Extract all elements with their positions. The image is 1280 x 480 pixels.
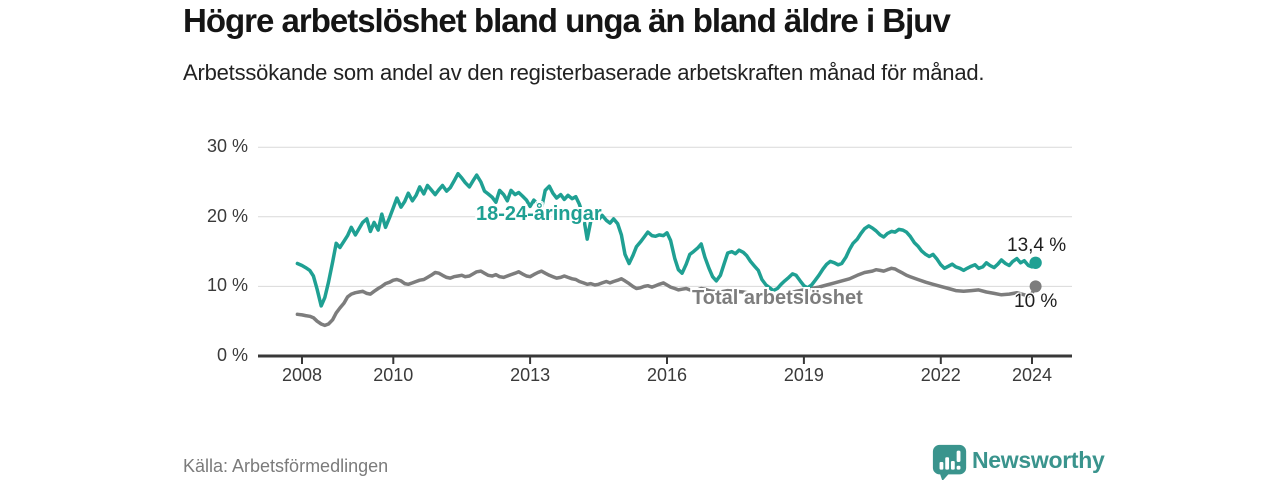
chart-title: Högre arbetslöshet bland unga än bland ä… — [183, 2, 951, 39]
y-axis-tick-label: 0 % — [216, 345, 248, 365]
total-series-label: Total arbetslöshet — [692, 287, 863, 309]
x-axis-tick-label: 2016 — [646, 365, 688, 385]
y-axis-tick-label: 30 % — [206, 136, 248, 157]
x-axis-tick-label: 2010 — [373, 365, 414, 385]
x-axis-tick-label: 2019 — [783, 365, 824, 385]
newsworthy-logo: Newsworthy — [931, 443, 1105, 480]
x-axis-tick-label: 2024 — [1011, 365, 1053, 385]
youth-end-value-label: 13,4 % — [1007, 235, 1067, 256]
x-axis-tick-label: 2013 — [510, 365, 551, 385]
x-axis-tick-label: 2008 — [281, 365, 323, 385]
y-axis-tick-label: 20 % — [206, 205, 248, 226]
youth-series-line — [295, 171, 1038, 308]
x-axis — [301, 357, 1033, 364]
x-axis-tick-label: 2022 — [920, 365, 961, 385]
youth-end-dot — [1029, 256, 1042, 269]
source-note: Källa: Arbetsförmedlingen — [183, 456, 389, 476]
chart-subtitle: Arbetssökande som andel av den registerb… — [183, 60, 985, 85]
brand-wordmark: Newsworthy — [972, 447, 1105, 473]
total-series-line — [295, 266, 1038, 328]
youth-series-label: 18-24-åringar — [476, 203, 602, 225]
total-end-value-label: 10 % — [1014, 291, 1058, 312]
bar-chart-bubble-icon — [932, 444, 967, 480]
y-axis-tick-label: 10 % — [206, 275, 248, 296]
gridlines — [258, 146, 1072, 358]
total-end-dot — [1029, 280, 1042, 293]
